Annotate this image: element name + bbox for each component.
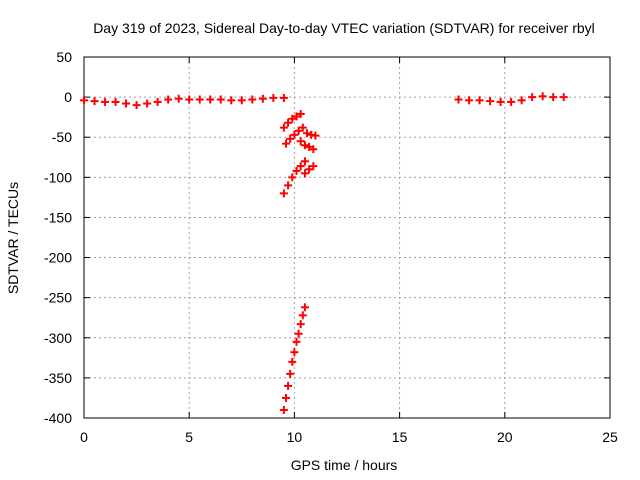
y-tick-label: -150 <box>44 209 72 225</box>
y-tick-label: -350 <box>44 370 72 386</box>
y-tick-label: -200 <box>44 250 72 266</box>
data-point <box>538 92 547 101</box>
data-point <box>496 97 505 106</box>
data-point <box>248 95 257 104</box>
x-axis-label: GPS time / hours <box>291 457 398 473</box>
data-point <box>90 97 99 106</box>
y-tick-label: -250 <box>44 290 72 306</box>
data-point <box>305 165 314 174</box>
data-point <box>290 348 299 357</box>
data-point <box>279 189 288 198</box>
data-point <box>549 93 558 102</box>
data-point <box>286 134 295 143</box>
data-point <box>311 131 320 140</box>
data-point <box>227 96 236 105</box>
data-point <box>292 112 301 121</box>
y-axis-label: SDTVAR / TECUs <box>5 182 21 294</box>
data-point <box>300 169 309 178</box>
data-point <box>284 118 293 127</box>
data-point <box>300 141 309 150</box>
data-point <box>237 96 246 105</box>
data-point <box>164 95 173 104</box>
y-tick-label: 50 <box>56 49 72 65</box>
data-point <box>281 139 290 148</box>
data-point <box>296 162 305 171</box>
axis-ticks: 0 5 10 15 20 25 50 0 -50 -100 -150 -200 -250 -300 -350… <box>44 49 618 445</box>
data-point <box>296 320 305 329</box>
data-point <box>195 95 204 104</box>
chart-title: Day 319 of 2023, Sidereal Day-to-day VTE… <box>93 20 595 36</box>
data-point <box>309 145 318 154</box>
y-tick-label: -100 <box>44 169 72 185</box>
data-point <box>294 329 303 338</box>
y-tick-label: 0 <box>64 89 72 105</box>
data-point <box>284 381 293 390</box>
data-point <box>279 123 288 132</box>
data-point <box>288 114 297 123</box>
data-point <box>288 357 297 366</box>
data-point <box>132 101 141 110</box>
x-tick-label: 5 <box>185 429 193 445</box>
data-point <box>281 393 290 402</box>
data-point <box>296 137 305 146</box>
data-point <box>528 93 537 102</box>
x-tick-label: 10 <box>287 429 303 445</box>
x-tick-label: 25 <box>602 429 618 445</box>
data-point <box>296 109 305 118</box>
data-point <box>206 95 215 104</box>
data-point <box>288 173 297 182</box>
x-tick-label: 0 <box>80 429 88 445</box>
data-point <box>300 303 309 312</box>
y-tick-label: -50 <box>52 129 72 145</box>
data-point <box>122 99 131 108</box>
data-point <box>258 94 267 103</box>
data-point <box>309 162 318 171</box>
x-tick-label: 20 <box>497 429 513 445</box>
data-point <box>517 96 526 105</box>
y-tick-label: -300 <box>44 330 72 346</box>
data-point <box>300 157 309 166</box>
data-point <box>507 97 516 106</box>
data-point <box>286 369 295 378</box>
data-point <box>298 311 307 320</box>
data-point <box>559 93 568 102</box>
data-point <box>292 337 301 346</box>
x-tick-label: 15 <box>392 429 408 445</box>
data-point <box>465 96 474 105</box>
data-point <box>284 181 293 190</box>
data-point <box>290 130 299 139</box>
data-point <box>298 123 307 132</box>
plot-frame <box>83 56 611 419</box>
y-tick-label: -400 <box>44 410 72 426</box>
data-point <box>153 97 162 106</box>
data-points <box>80 92 568 414</box>
data-point <box>294 126 303 135</box>
data-point <box>475 96 484 105</box>
data-point <box>143 99 152 108</box>
data-point <box>486 97 495 106</box>
grid-lines <box>84 57 610 418</box>
data-point <box>185 95 194 104</box>
data-point <box>279 405 288 414</box>
data-point <box>174 94 183 103</box>
data-point <box>269 93 278 102</box>
data-point <box>305 142 314 151</box>
data-point <box>101 97 110 106</box>
data-point <box>111 97 120 106</box>
data-point <box>303 129 312 138</box>
data-point <box>80 96 88 105</box>
data-point <box>454 95 463 104</box>
data-point <box>216 95 225 104</box>
data-point <box>279 93 288 102</box>
data-point <box>292 166 301 175</box>
